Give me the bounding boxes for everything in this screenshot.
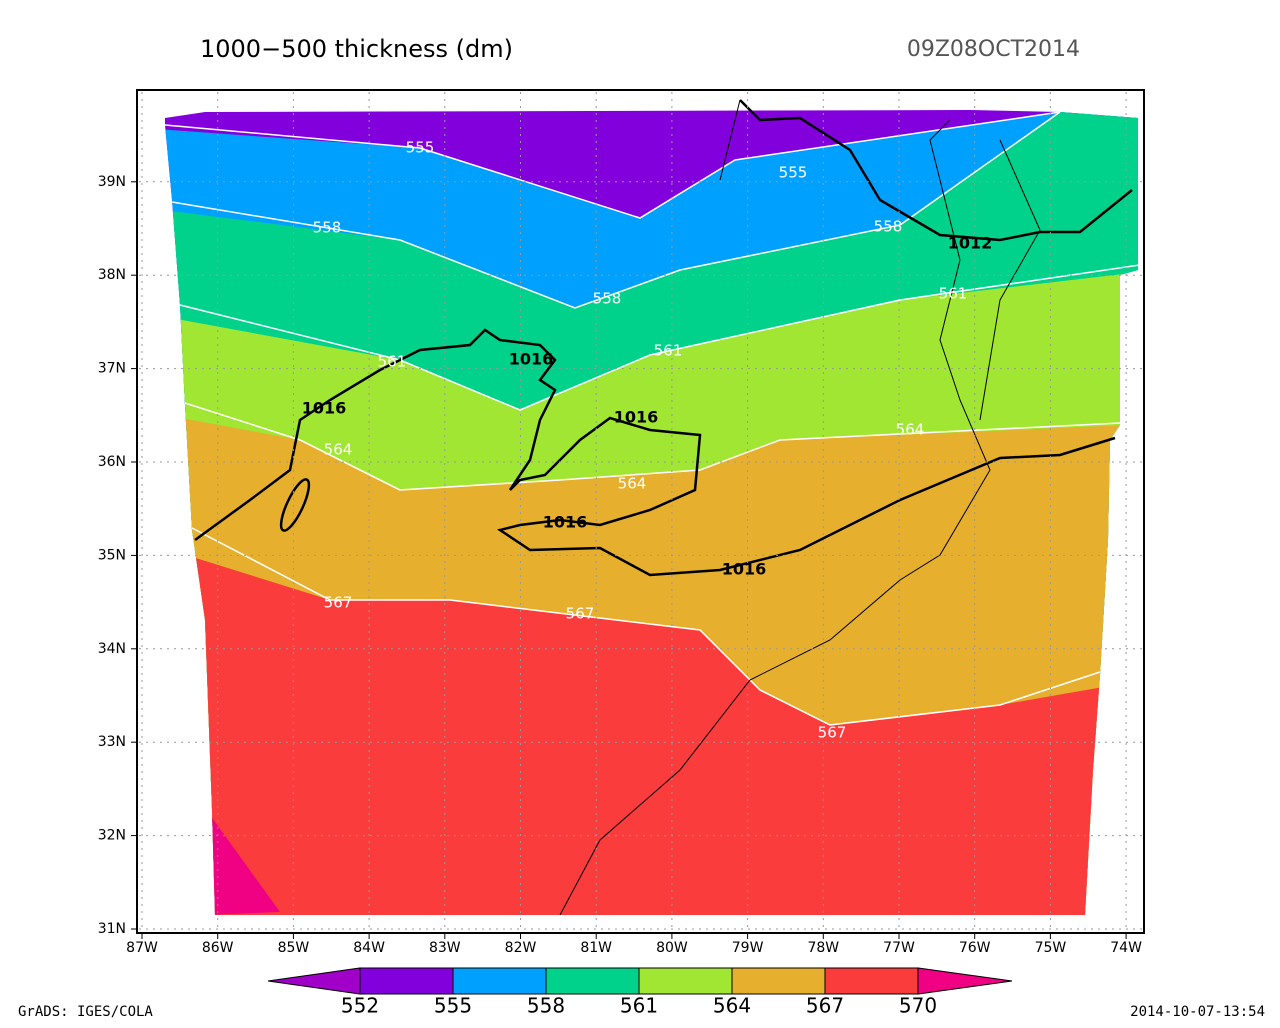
contour — [184, 402, 1138, 491]
contour-label: 567 — [324, 594, 353, 612]
isobar-label: 1016 — [722, 560, 767, 579]
x-tick-label: 80W — [656, 940, 688, 956]
y-tick-label: 31N — [98, 921, 126, 937]
x-tick-label: 75W — [1035, 940, 1067, 956]
x-tick-label: 79W — [732, 940, 764, 956]
colorbar-label: 552 — [341, 994, 379, 1018]
contour — [165, 111, 1061, 219]
x-tick-label: 87W — [126, 940, 158, 956]
isobar-label: 1016 — [614, 408, 659, 427]
contour-label: 555 — [779, 164, 808, 182]
valid-time: 09Z08OCT2014 — [907, 37, 1080, 62]
x-tick-label: 84W — [353, 940, 385, 956]
colorbar-box — [452, 967, 547, 995]
isobar-label: 1012 — [948, 234, 993, 253]
colorbar-label: 555 — [434, 994, 472, 1018]
isobar-label: 1016 — [302, 399, 347, 418]
colorbar-label: 564 — [713, 994, 751, 1018]
colorbar-box — [545, 967, 640, 995]
y-tick-label: 35N — [98, 547, 126, 563]
colorbar-box — [824, 967, 919, 995]
x-tick-label: 77W — [883, 940, 915, 956]
colorbar-label: 567 — [806, 994, 844, 1018]
contour-label: 558 — [874, 218, 903, 236]
y-tick-label: 34N — [98, 641, 126, 657]
contour-label: 564 — [896, 421, 925, 439]
x-tick-label: 82W — [505, 940, 537, 956]
y-tick-label: 36N — [98, 454, 126, 470]
contour-label: 567 — [566, 605, 595, 623]
colorbar-label: 561 — [620, 994, 658, 1018]
contour-label: 561 — [939, 285, 968, 303]
contour-label: 555 — [406, 139, 435, 157]
isobars — [194, 99, 1133, 577]
y-tick-label: 33N — [98, 734, 126, 750]
y-tick-label: 37N — [98, 361, 126, 377]
colorbar-box — [638, 967, 733, 995]
colorbar-box — [731, 967, 826, 995]
x-tick-label: 78W — [807, 940, 839, 956]
colorbar-box — [359, 967, 454, 995]
isobar-label: 1016 — [543, 513, 588, 532]
contour-label: 558 — [593, 290, 622, 308]
x-tick-label: 86W — [202, 940, 234, 956]
x-tick-label: 74W — [1110, 940, 1142, 956]
isobar — [739, 99, 1133, 242]
contour-label: 558 — [313, 219, 342, 237]
plot-frame — [136, 89, 1145, 934]
band — [165, 528, 1138, 915]
x-tick-label: 76W — [959, 940, 991, 956]
coastline — [559, 99, 1041, 916]
colorbar-label: 558 — [527, 994, 565, 1018]
contour — [191, 527, 1101, 726]
band — [205, 808, 280, 915]
y-tick-label: 39N — [98, 174, 126, 190]
colorbar-label: 570 — [899, 994, 937, 1018]
isobar-label: 1016 — [509, 350, 554, 369]
x-tick-label: 81W — [580, 940, 612, 956]
isobar — [194, 328, 1116, 577]
boundary — [719, 99, 1041, 421]
y-tick-label: 32N — [98, 828, 126, 844]
title: 1000−500 thickness (dm) — [200, 35, 513, 63]
contour — [171, 111, 1061, 309]
x-tick-label: 85W — [278, 940, 310, 956]
coast — [559, 119, 991, 916]
isobar — [279, 478, 311, 532]
credit: GrADS: IGES/COLA — [18, 1004, 153, 1020]
contour-label: 561 — [378, 353, 407, 371]
contour — [179, 264, 1138, 411]
colorbar-low — [267, 967, 361, 995]
x-tick-label: 83W — [429, 940, 461, 956]
contour-label: 567 — [818, 724, 847, 742]
timestamp: 2014-10-07-13:54 — [1130, 1004, 1265, 1020]
contour-label: 564 — [618, 475, 647, 493]
thickness-fill — [165, 110, 1138, 915]
contour-label: 561 — [654, 342, 683, 360]
y-tick-label: 38N — [98, 267, 126, 283]
contour-label: 564 — [324, 441, 353, 459]
colorbar-high — [917, 967, 1013, 995]
